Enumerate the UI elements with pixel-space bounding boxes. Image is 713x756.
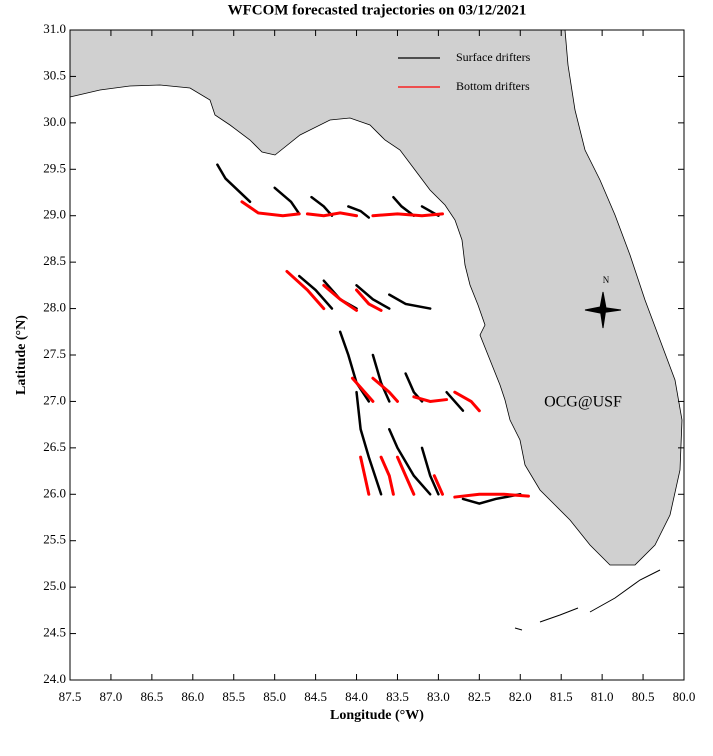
x-tick-label: 81.5 [550,689,573,704]
trajectory [445,390,465,412]
legend-label: Bottom drifters [456,79,530,93]
x-tick-label: 82.0 [509,689,532,704]
trajectory [371,212,444,218]
compass [584,291,622,329]
trajectory [273,186,301,216]
trajectory [392,195,416,217]
y-tick-label: 28.5 [43,253,66,268]
y-tick-label: 25.5 [43,532,66,547]
legend-label: Surface drifters [456,50,531,64]
trajectory [355,390,383,496]
trajectory [359,455,371,496]
x-tick-label: 86.0 [181,689,204,704]
y-tick-label: 31.0 [43,21,66,36]
trajectory [379,455,395,496]
y-tick-label: 24.0 [43,671,66,686]
trajectory [395,455,416,496]
y-tick-label: 27.5 [43,346,66,361]
x-tick-label: 87.5 [59,689,82,704]
trajectory [371,353,391,403]
y-tick-label: 24.5 [43,625,66,640]
x-tick-label: 84.0 [345,689,368,704]
trajectory [453,492,530,499]
trajectory [388,428,432,496]
chart-title: WFCOM forecasted trajectories on 03/12/2… [228,2,527,18]
florida-keys [514,569,661,631]
trajectory [350,376,375,403]
x-tick-label: 83.0 [427,689,450,704]
trajectory [355,288,383,312]
trajectory [297,274,334,310]
x-tick-label: 81.0 [591,689,614,704]
compass-rose [584,291,622,329]
trajectory [347,205,371,219]
y-tick-label: 29.0 [43,207,66,222]
x-tick-label: 87.0 [100,689,123,704]
y-axis-label: Latitude (°N) [14,315,29,395]
y-tick-label: 30.0 [43,114,66,129]
y-tick-label: 29.5 [43,160,66,175]
y-tick-label: 28.0 [43,300,66,315]
y-tick-label: 27.0 [43,392,66,407]
trajectory [310,195,334,217]
x-tick-label: 85.5 [222,689,245,704]
y-tick-label: 25.0 [43,578,66,593]
trajectory [338,330,371,403]
trajectory [285,269,326,311]
trajectory [305,211,359,218]
trajectory [355,284,391,310]
trajectory [412,395,449,403]
florida-land [69,29,683,566]
trajectory [432,474,444,496]
y-tick-label: 30.5 [43,67,66,82]
x-tick-label: 80.5 [632,689,655,704]
trajectory [240,200,301,218]
x-tick-label: 82.5 [468,689,491,704]
trajectory [420,446,440,496]
trajectory [216,163,252,204]
compass-label: N [603,275,610,285]
trajectory [453,390,481,413]
x-tick-label: 86.5 [140,689,163,704]
annotation: OCG@USF [544,394,622,411]
y-tick-label: 26.0 [43,485,66,500]
y-tick-label: 26.5 [43,439,66,454]
x-axis-label: Longitude (°W) [330,708,424,723]
trajectory [461,493,522,505]
x-tick-label: 83.5 [386,689,409,704]
land [69,29,683,631]
x-tick-label: 85.0 [263,689,286,704]
trajectory [388,293,432,310]
trajectory [322,283,359,312]
x-tick-label: 84.5 [304,689,327,704]
x-tick-label: 80.0 [673,689,696,704]
trajectory [371,376,399,403]
